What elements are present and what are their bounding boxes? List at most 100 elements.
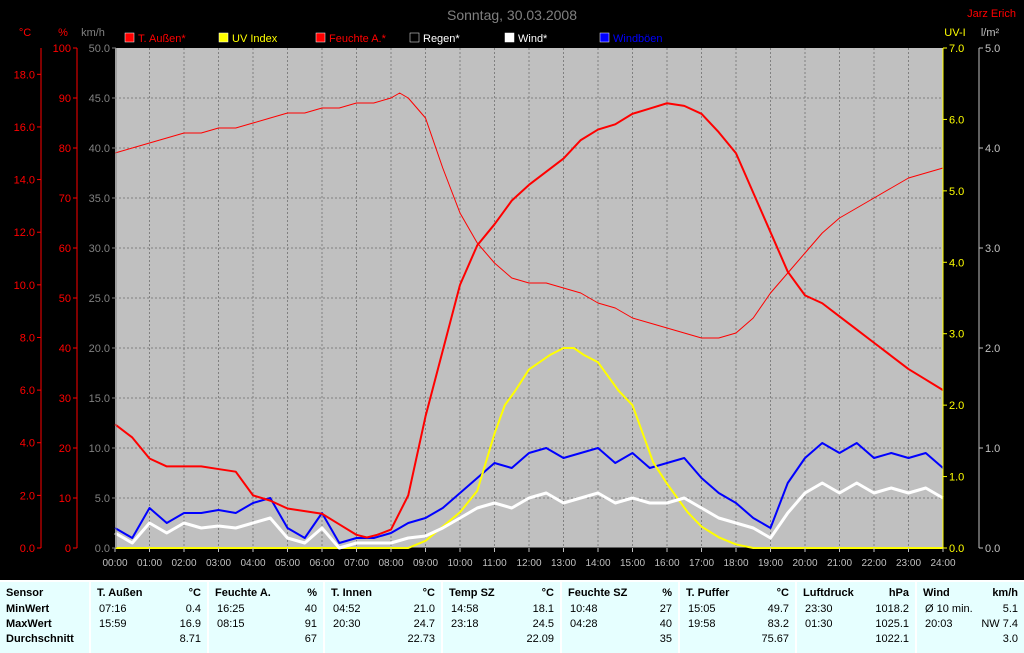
wind-tick-label: 20.0	[89, 343, 110, 355]
wind-unit-label: km/h	[81, 27, 105, 39]
stats-average: 1022.1	[875, 633, 909, 645]
stats-average: 35	[659, 633, 672, 645]
row-label-sensor: Sensor	[6, 587, 44, 599]
humidity-tick-label: 100	[53, 43, 71, 55]
stats-max-time: 20:03	[925, 618, 953, 630]
uv-tick-label: 5.0	[949, 186, 964, 198]
stats-max-time: 20:30	[333, 618, 361, 630]
series-line-feuchte-a-	[114, 92, 944, 339]
stats-header: T. Außen	[97, 587, 143, 599]
uv-tick-label: 3.0	[949, 329, 964, 341]
humidity-tick-label: 10	[59, 493, 71, 505]
humidity-tick-label: 70	[59, 193, 71, 205]
x-tick-label: 08:00	[378, 558, 403, 569]
stats-header: Feuchte SZ	[568, 587, 628, 599]
temp-tick-label: 4.0	[20, 438, 35, 450]
x-tick-label: 22:00	[861, 558, 886, 569]
x-tick-label: 01:00	[137, 558, 162, 569]
stats-max-time: 19:58	[688, 618, 716, 630]
stats-min-value: 27	[659, 603, 672, 615]
legend-swatch	[409, 32, 420, 43]
x-tick-label: 04:00	[240, 558, 265, 569]
stats-min-value: 5.1	[1002, 603, 1018, 615]
x-tick-label: 00:00	[102, 558, 127, 569]
stats-max-value: NW 7.4	[981, 618, 1018, 630]
x-tick-label: 07:00	[344, 558, 369, 569]
legend-label: UV Index	[232, 33, 278, 45]
x-tick-label: 13:00	[551, 558, 576, 569]
stats-column: Feuchte SZ% 10:48 27 04:28 40 35	[562, 582, 678, 653]
weather-chart: 00:00 01:00 02:00 03:00 04:00 05:00 06:00 07:00…	[13, 7, 1016, 569]
x-tick-label: 09:00	[413, 558, 438, 569]
humidity-tick-label: 40	[59, 343, 71, 355]
x-tick-label: 03:00	[206, 558, 231, 569]
stats-min-value: 21.0	[413, 603, 435, 615]
legend: T. Außen* UV Index Feuchte A.* Regen* Wind* W…	[124, 32, 663, 45]
stats-max-value: 91	[304, 618, 317, 630]
rain-tick-label: 0.0	[985, 543, 1000, 555]
x-tick-label: 16:00	[654, 558, 679, 569]
stats-header: Temp SZ	[449, 587, 495, 599]
wind-tick-label: 15.0	[89, 393, 110, 405]
legend-label: T. Außen*	[138, 33, 186, 45]
rain-tick-label: 3.0	[985, 243, 1000, 255]
x-tick-label: 11:00	[482, 558, 507, 569]
x-tick-label: 06:00	[309, 558, 334, 569]
stats-unit: hPa	[888, 587, 909, 599]
legend-swatch	[218, 32, 229, 43]
row-label-max: MaxWert	[6, 618, 52, 630]
stats-average: 3.0	[1002, 633, 1018, 645]
stats-unit: %	[662, 587, 672, 599]
x-tick-label: 02:00	[171, 558, 196, 569]
stats-max-value: 24.7	[413, 618, 435, 630]
stats-column: T. Puffer °C 15:05 49.7 19:58 83.2 75.67	[680, 582, 795, 653]
stats-header: Feuchte A.	[215, 587, 271, 599]
stats-column: Temp SZ °C 14:58 18.1 23:18 24.5 22.09	[443, 582, 560, 653]
series-line-uv-index	[115, 347, 943, 549]
stats-min-time: 10:48	[570, 603, 598, 615]
stats-unit: °C	[422, 587, 435, 599]
uv-tick-label: 7.0	[949, 43, 964, 55]
uv-tick-label: 1.0	[949, 472, 964, 484]
row-label-min: MinWert	[6, 603, 50, 615]
temp-tick-label: 14.0	[14, 175, 35, 187]
stats-average: 67	[304, 633, 317, 645]
x-tick-label: 05:00	[275, 558, 300, 569]
x-tick-label: 10:00	[447, 558, 472, 569]
wind-tick-label: 30.0	[89, 243, 110, 255]
legend-label: Regen*	[423, 33, 460, 45]
author-label: Jarz Erich	[967, 8, 1016, 20]
stats-max-value: 83.2	[767, 618, 789, 630]
uv-tick-label: 0.0	[949, 543, 964, 555]
row-label-avg: Durchschnitt	[6, 633, 74, 645]
wind-tick-label: 25.0	[89, 293, 110, 305]
x-tick-label: 19:00	[758, 558, 783, 569]
stats-column: Wind km/h Ø 10 min. 5.1 20:03 NW 7.4 3.0	[917, 582, 1024, 653]
temp-unit-label: °C	[19, 27, 31, 39]
legend-label: Windböen	[613, 33, 663, 45]
stats-min-time: 04:52	[333, 603, 361, 615]
stats-max-value: 1025.1	[875, 618, 909, 630]
stats-average: 8.71	[179, 633, 201, 645]
stats-min-time: 16:25	[217, 603, 245, 615]
stats-column: Feuchte A.% 16:25 40 08:15 91 67	[209, 582, 323, 653]
wind-tick-label: 0.0	[95, 543, 110, 555]
legend-label: Wind*	[518, 33, 548, 45]
stats-max-value: 16.9	[179, 618, 201, 630]
wind-tick-label: 5.0	[95, 493, 110, 505]
humidity-tick-label: 80	[59, 143, 71, 155]
rain-tick-label: 4.0	[985, 143, 1000, 155]
wind-tick-label: 45.0	[89, 93, 110, 105]
uv-tick-label: 6.0	[949, 114, 964, 126]
x-tick-label: 17:00	[689, 558, 714, 569]
stats-min-time: 15:05	[688, 603, 716, 615]
stats-max-time: 01:30	[805, 618, 833, 630]
uv-tick-label: 2.0	[949, 400, 964, 412]
x-tick-label: 20:00	[792, 558, 817, 569]
stats-min-time: 23:30	[805, 603, 833, 615]
stats-header: Luftdruck	[803, 587, 854, 599]
stats-unit: %	[307, 587, 317, 599]
x-tick-label: 18:00	[723, 558, 748, 569]
stats-column: T. Innen °C 04:52 21.0 20:30 24.7 22.73	[325, 582, 441, 653]
temp-tick-label: 18.0	[14, 69, 35, 81]
